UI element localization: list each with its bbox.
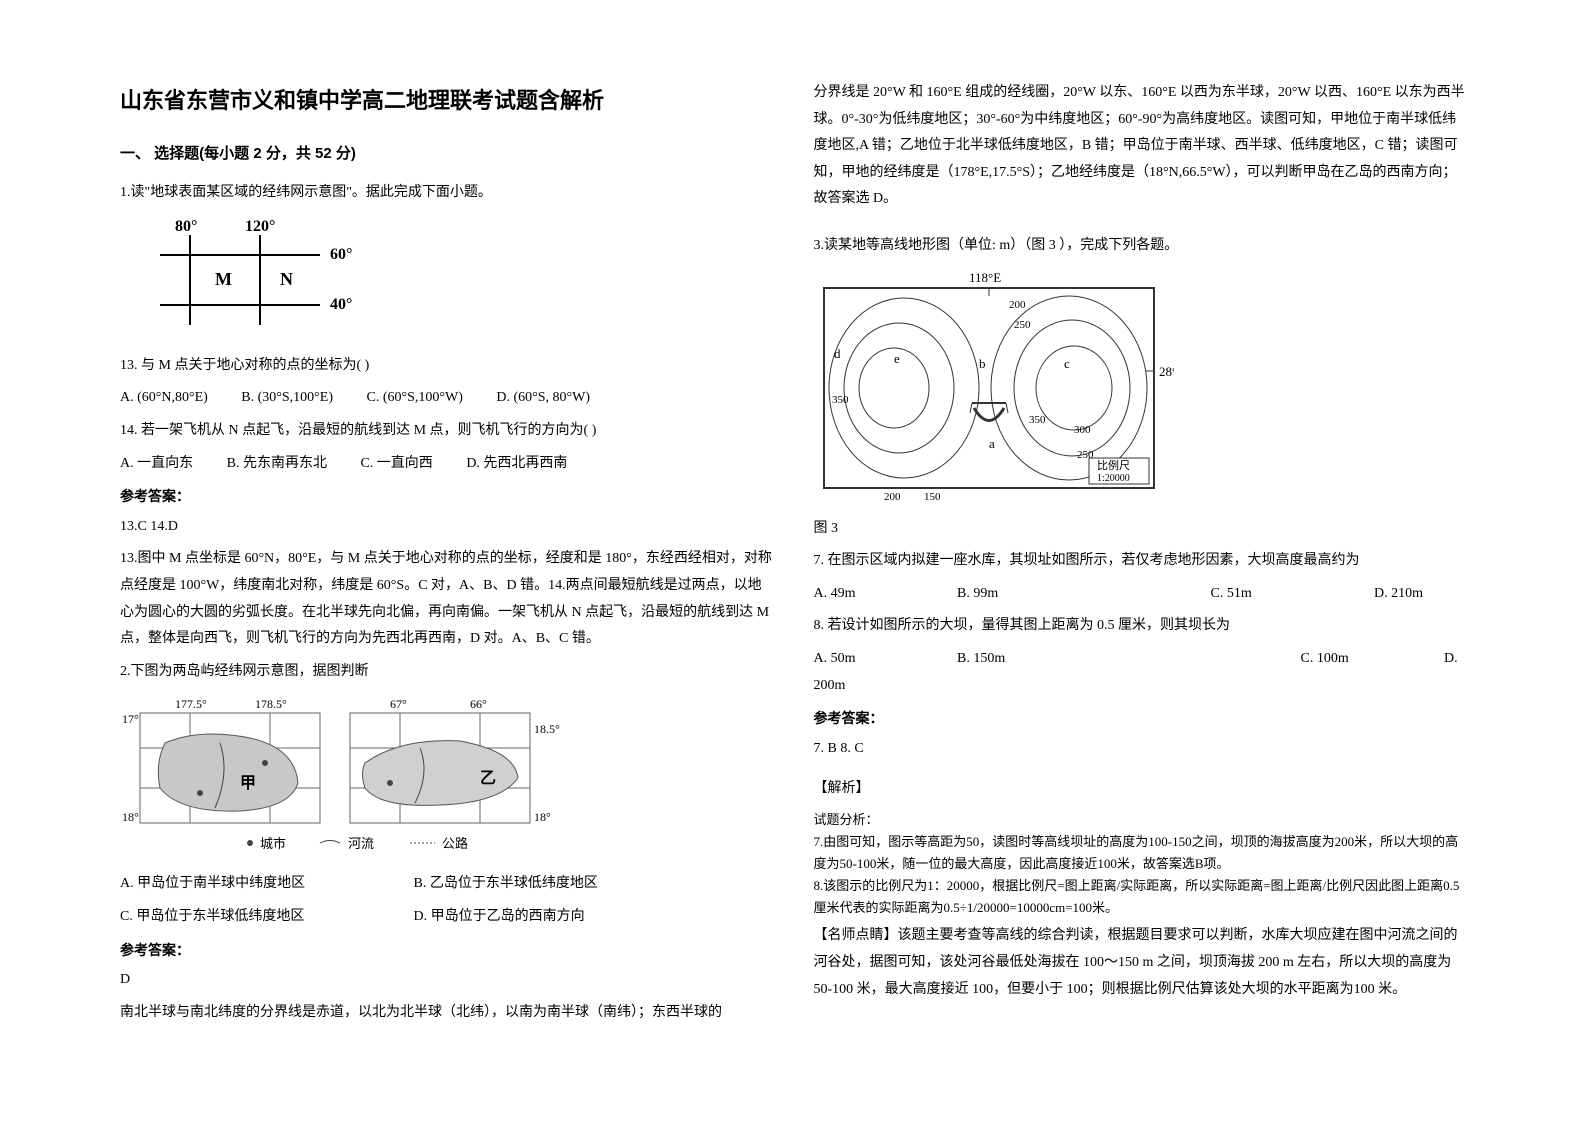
q3-exp-sub: 试题分析：: [814, 809, 1468, 831]
q3-8-options: A. 50m B. 150m C. 100m D. 200m: [814, 646, 1468, 699]
q1-13-options: A. (60°N,80°E) B. (30°S,100°E) C. (60°S,…: [120, 385, 774, 412]
fig3-lon: 118°E: [969, 270, 1001, 285]
fig1-label-tl: 80°: [175, 218, 197, 235]
fig2-leg-road: 公路: [442, 836, 468, 851]
q1-14-d: D. 先西北再西南: [466, 456, 567, 471]
fig3-xt1: 200: [884, 491, 901, 503]
q3-7-c: C. 51m: [1211, 581, 1341, 608]
fig2-rlon2: 66°: [470, 697, 487, 711]
q1-13-a: A. (60°N,80°E): [120, 390, 208, 405]
fig2-yi: 乙: [480, 770, 496, 787]
q1-13-d: D. (60°S, 80°W): [496, 390, 590, 405]
fig2-leg-river: 河流: [348, 836, 374, 851]
q2-answer: D: [120, 967, 774, 994]
q3-answer: 7. B 8. C: [814, 736, 1468, 763]
q3-teacher: 【名师点睛】该题主要考查等高线的综合判读，根据题目要求可以判断，水库大坝应建在图…: [814, 923, 1468, 1003]
fig2-llon1: 177.5°: [175, 697, 207, 711]
fig2-leg-city: 城市: [260, 836, 286, 851]
q3-8-a: A. 50m: [814, 646, 924, 673]
fig3-c0: 200: [1009, 299, 1026, 311]
q2-d: D. 甲岛位于乙岛的西南方向: [414, 909, 585, 924]
fig2-rlat1: 18.5°: [534, 722, 560, 736]
q2-c: C. 甲岛位于东半球低纬度地区: [120, 904, 380, 931]
q2-options-row1: A. 甲岛位于南半球中纬度地区 B. 乙岛位于东半球低纬度地区: [120, 871, 774, 898]
q2-exp-right: 分界线是 20°W 和 160°E 组成的经线圈，20°W 以东、160°E 以…: [814, 80, 1468, 213]
q3-7-d: D. 210m: [1374, 586, 1423, 601]
fig3-scale-lbl: 比例尺: [1097, 458, 1130, 472]
fig3-xt2: 150: [924, 491, 941, 503]
q3-exp-8: 8.该图示的比例尺为1：20000，根据比例尺=图上距离/实际距离，所以实际距离…: [814, 875, 1468, 919]
fig1-N: N: [280, 269, 293, 289]
q1-13-b: B. (30°S,100°E): [241, 390, 333, 405]
fig1-label-tr: 120°: [245, 218, 275, 235]
q3-exp-header: 【解析】: [814, 776, 1468, 803]
fig3-c2: 350: [1029, 414, 1046, 426]
q2-options-row2: C. 甲岛位于东半球低纬度地区 D. 甲岛位于乙岛的西南方向: [120, 904, 774, 931]
answer-label-1: 参考答案：: [120, 483, 774, 510]
page-title: 山东省东营市义和镇中学高二地理联考试题含解析: [120, 80, 774, 122]
fig3-a: a: [989, 436, 995, 451]
q1-intro: 1.读"地球表面某区域的经纬网示意图"。据此完成下面小题。: [120, 180, 774, 207]
answer-label-3: 参考答案：: [814, 705, 1468, 732]
q3-8-c: C. 100m: [1301, 646, 1411, 673]
q1-14-a: A. 一直向东: [120, 456, 193, 471]
fig3-e: e: [894, 351, 900, 366]
fig3-b: b: [979, 356, 986, 371]
section-header: 一、 选择题(每小题 2 分，共 52 分): [120, 140, 774, 169]
q3-intro: 3.读某地等高线地形图（单位: m）（图 3 ），完成下列各题。: [814, 233, 1468, 260]
fig3-c4: 300: [1074, 424, 1091, 436]
fig2-rlon1: 67°: [390, 697, 407, 711]
q1-13-c: C. (60°S,100°W): [367, 390, 463, 405]
q3-7-b: B. 99m: [957, 581, 1177, 608]
q3-7-a: A. 49m: [814, 581, 924, 608]
fig2-llat1: 17°: [122, 712, 139, 726]
q3-8: 8. 若设计如图所示的大坝，量得其图上距离为 0.5 厘米，则其坝长为: [814, 613, 1468, 640]
q3-7-options: A. 49m B. 99m C. 51m D. 210m: [814, 581, 1468, 608]
fig3-lat: 28°N: [1159, 364, 1174, 379]
figure-2: 甲 177.5° 178.5° 17° 18° 乙 67° 66° 18.5° …: [120, 693, 774, 863]
q3-7: 7. 在图示区域内拟建一座水库，其坝址如图所示，若仅考虑地形因素，大坝高度最高约…: [814, 548, 1468, 575]
q2-intro: 2.下图为两岛屿经纬网示意图，据图判断: [120, 659, 774, 686]
q1-14-b: B. 先东南再东北: [227, 456, 327, 471]
fig1-label-rt: 60°: [330, 246, 352, 263]
fig1-label-rb: 40°: [330, 296, 352, 313]
q1-explanation: 13.图中 M 点坐标是 60°N，80°E，与 M 点关于地心对称的点的坐标，…: [120, 546, 774, 652]
fig2-rlat2: 18°: [534, 810, 551, 824]
figure-3: 118°E 28°N d e b c a 200 250 350: [814, 268, 1468, 508]
fig3-scale-val: 1:20000: [1097, 473, 1130, 484]
answer-label-2: 参考答案：: [120, 937, 774, 964]
q3-exp-7: 7.由图可知，图示等高距为50，读图时等高线坝址的高度为100-150之间，坝顶…: [814, 831, 1468, 875]
fig3-c1: 250: [1014, 319, 1031, 331]
fig2-jia: 甲: [240, 774, 256, 792]
q1-13: 13. 与 M 点关于地心对称的点的坐标为( ): [120, 353, 774, 380]
q2-a: A. 甲岛位于南半球中纬度地区: [120, 871, 380, 898]
q1-14-c: C. 一直向西: [360, 456, 432, 471]
q1-14: 14. 若一架飞机从 N 点起飞，沿最短的航线到达 M 点，则飞机飞行的方向为(…: [120, 418, 774, 445]
fig3-c: c: [1064, 356, 1070, 371]
fig2-llat2: 18°: [122, 810, 139, 824]
q2-exp-left: 南北半球与南北纬度的分界线是赤道，以北为北半球（北纬），以南为南半球（南纬）；东…: [120, 1000, 774, 1027]
fig3-d: d: [834, 346, 841, 361]
q3-8-b: B. 150m: [957, 646, 1267, 673]
figure-1: 80° 120° 60° 40° M N: [120, 215, 774, 345]
fig1-M: M: [215, 269, 232, 289]
q1-answer: 13.C 14.D: [120, 514, 774, 541]
fig2-llon2: 178.5°: [255, 697, 287, 711]
q2-b: B. 乙岛位于东半球低纬度地区: [414, 876, 598, 891]
fig3-caption: 图 3: [814, 516, 1468, 543]
q1-14-options: A. 一直向东 B. 先东南再东北 C. 一直向西 D. 先西北再西南: [120, 451, 774, 478]
fig3-c3: 350: [832, 394, 849, 406]
